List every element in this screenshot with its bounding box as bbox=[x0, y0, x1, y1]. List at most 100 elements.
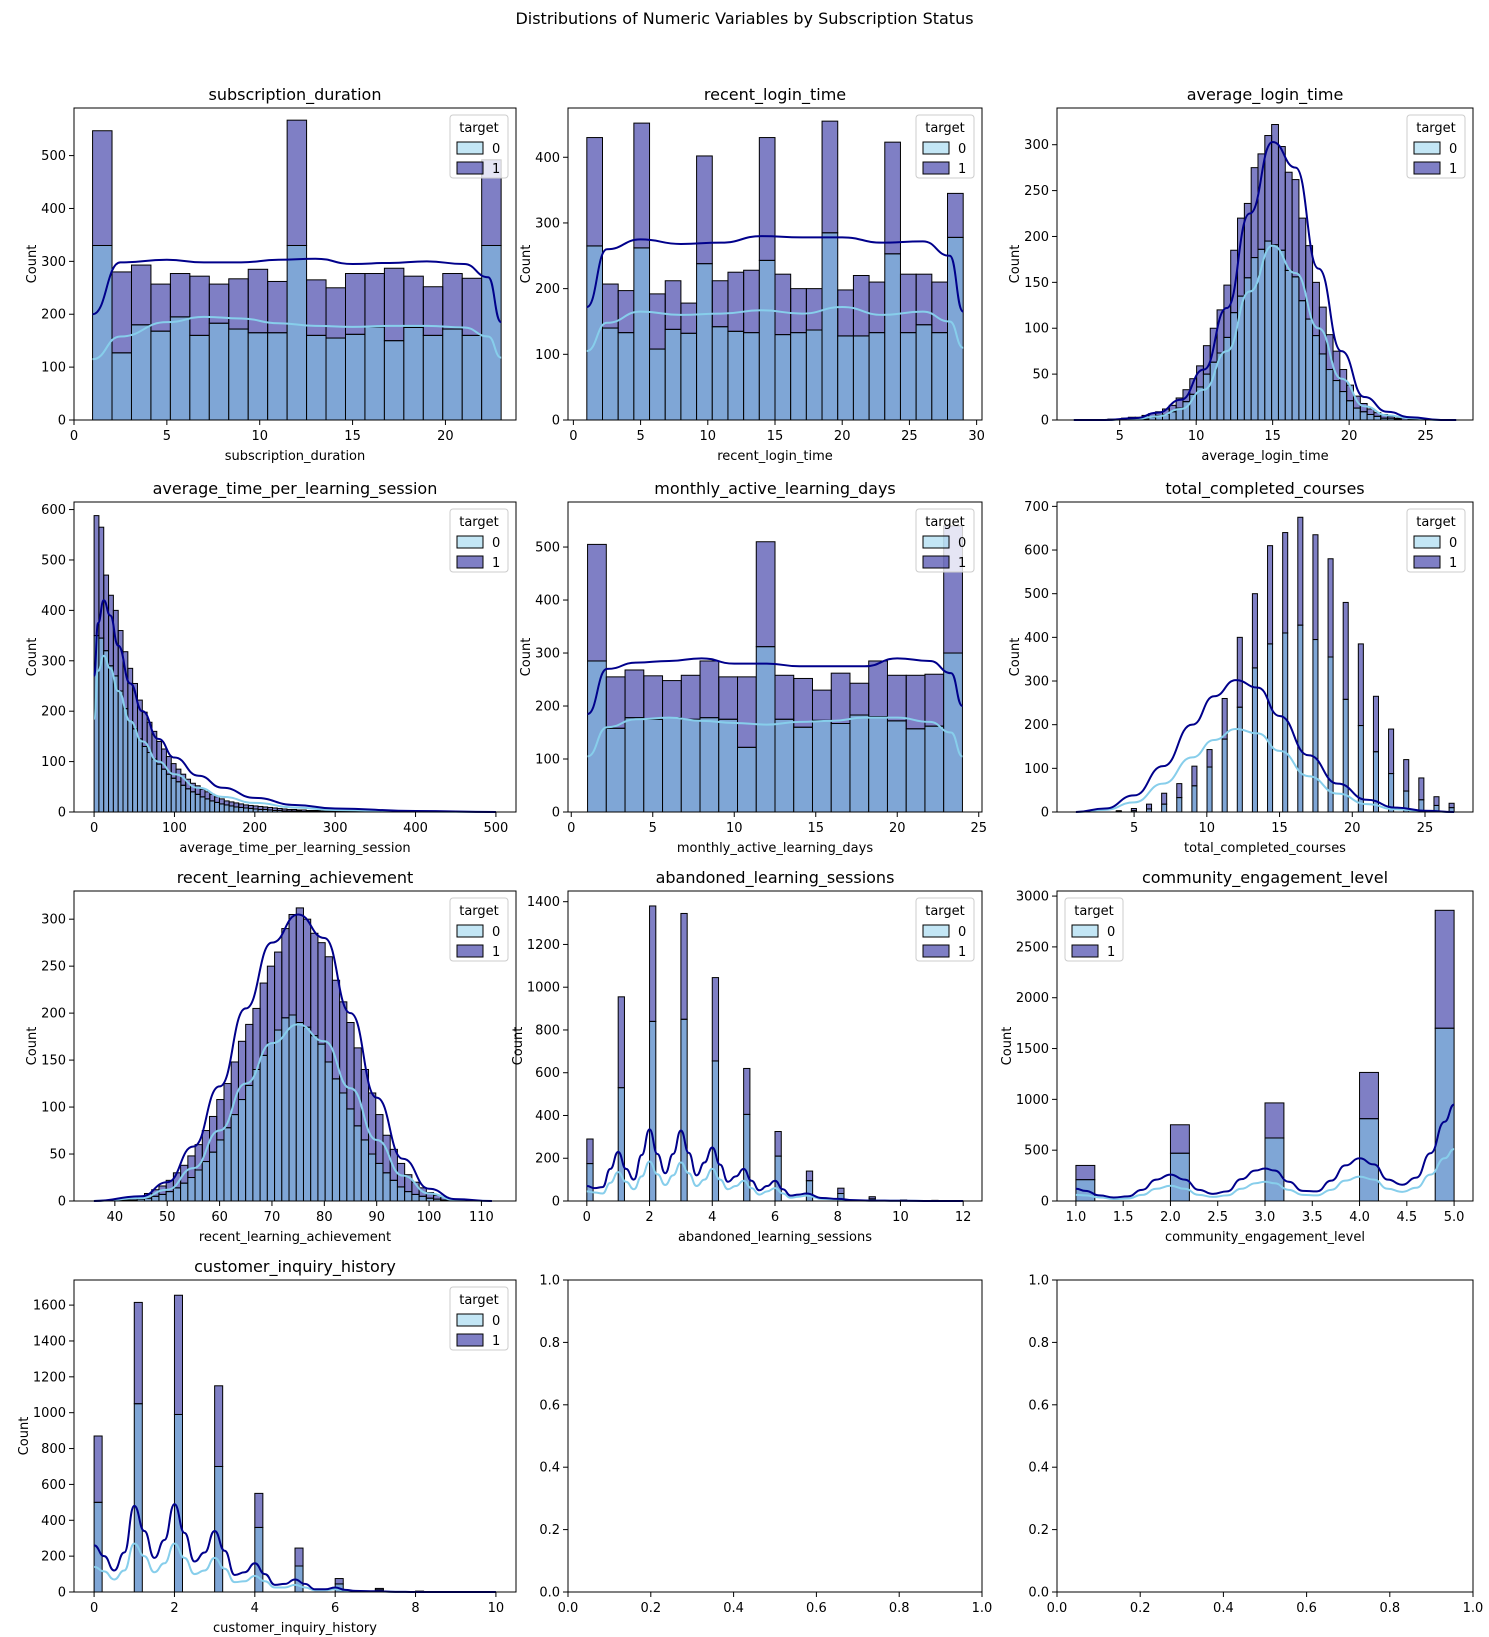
x-tick-label: 30 bbox=[968, 429, 985, 444]
bar-target1 bbox=[331, 979, 341, 1080]
bar-target1 bbox=[199, 788, 206, 798]
bar-target0 bbox=[346, 1108, 355, 1202]
bar-target1 bbox=[624, 669, 645, 719]
x-tick-label: 10 bbox=[488, 1601, 505, 1616]
y-tick-label: 0 bbox=[1041, 806, 1049, 821]
bar-target1 bbox=[127, 667, 134, 722]
bar-target1 bbox=[339, 1001, 348, 1094]
legend: target 0 1 bbox=[1064, 897, 1124, 962]
bar-target1 bbox=[281, 928, 290, 1019]
legend-swatch-target1 bbox=[922, 944, 950, 958]
bar-target0 bbox=[218, 803, 225, 813]
bar-target1 bbox=[758, 137, 776, 261]
bar-target0 bbox=[1282, 632, 1289, 813]
legend-label-target1: 1 bbox=[1449, 162, 1457, 177]
legend: target 0 1 bbox=[449, 897, 509, 962]
bar-target1 bbox=[237, 1040, 247, 1101]
kde-line-target0 bbox=[93, 1023, 492, 1202]
x-tick-label: 200 bbox=[242, 821, 267, 836]
y-tick-label: 600 bbox=[1024, 544, 1049, 559]
bar-target0 bbox=[156, 763, 163, 813]
x-tick-label: 0.8 bbox=[1379, 1601, 1400, 1616]
legend-title: target bbox=[1074, 904, 1114, 919]
bar-target0 bbox=[680, 1018, 688, 1202]
x-tick-label: 5 bbox=[649, 821, 657, 836]
subplot-1: 0 5 10 15 200100200300400500subscription_dur… bbox=[25, 85, 517, 464]
bar-target0 bbox=[1325, 369, 1334, 421]
axes-frame bbox=[73, 501, 517, 813]
bar-target1 bbox=[849, 682, 870, 716]
y-tick-label: 0.0 bbox=[1028, 1586, 1049, 1601]
bar-target1 bbox=[403, 275, 424, 328]
bar-target0 bbox=[127, 720, 134, 813]
x-tick-label: 1.0 bbox=[1066, 1210, 1087, 1225]
bar-target1 bbox=[774, 1131, 782, 1157]
bar-target1 bbox=[364, 273, 385, 328]
legend-swatch-target0 bbox=[456, 924, 484, 938]
subplot-title: average_time_per_learning_session bbox=[153, 479, 438, 499]
kde-line-target1 bbox=[93, 913, 492, 1202]
bar-target0 bbox=[310, 1035, 319, 1202]
legend-label-target0: 0 bbox=[1449, 536, 1457, 551]
x-tick-label: 5 bbox=[636, 429, 644, 444]
bar-target0 bbox=[1191, 785, 1198, 813]
bar-target1 bbox=[1146, 803, 1153, 810]
bar-target0 bbox=[151, 1195, 160, 1202]
bar-target1 bbox=[368, 1092, 377, 1155]
x-tick-label: 0 bbox=[583, 1210, 591, 1225]
y-tick-label: 0.2 bbox=[539, 1523, 560, 1538]
y-tick-label: 50 bbox=[49, 1148, 66, 1163]
x-tick-label: 10 bbox=[1199, 821, 1216, 836]
x-axis-label: community_engagement_level bbox=[1165, 1230, 1365, 1245]
bar-target0 bbox=[1169, 1152, 1190, 1202]
x-tick-label: 25 bbox=[901, 429, 918, 444]
bar-target0 bbox=[411, 1193, 420, 1202]
bar-target0 bbox=[169, 316, 191, 421]
y-tick-label: 300 bbox=[1024, 138, 1049, 153]
figure-suptitle: Distributions of Numeric Variables by Su… bbox=[515, 9, 973, 28]
bar-target1 bbox=[649, 905, 657, 1022]
subplot-title: community_engagement_level bbox=[1142, 868, 1388, 888]
bar-target1 bbox=[291, 808, 298, 812]
bar-target1 bbox=[247, 804, 254, 809]
bar-target0 bbox=[243, 807, 249, 813]
x-tick-label: 10 bbox=[1188, 429, 1205, 444]
legend-label-target0: 0 bbox=[1107, 925, 1115, 940]
bar-target0 bbox=[146, 752, 153, 813]
bar-target1 bbox=[257, 805, 264, 810]
bar-target0 bbox=[899, 332, 917, 421]
bar-target1 bbox=[442, 273, 463, 330]
bar-target0 bbox=[727, 330, 745, 421]
legend-swatch-target0 bbox=[922, 924, 950, 938]
bar-target0 bbox=[1312, 335, 1320, 421]
x-tick-label: 100 bbox=[417, 1210, 442, 1225]
bar-target0 bbox=[165, 1191, 174, 1202]
legend-title: target bbox=[925, 515, 965, 530]
bar-target0 bbox=[1297, 624, 1304, 813]
bar-target1 bbox=[790, 288, 807, 334]
bar-target0 bbox=[680, 718, 701, 813]
x-tick-label: 500 bbox=[483, 821, 508, 836]
y-tick-label: 0 bbox=[58, 414, 66, 429]
y-tick-label: 500 bbox=[1024, 587, 1049, 602]
subplot-title: abandoned_learning_sessions bbox=[656, 868, 895, 888]
bar-target0 bbox=[605, 727, 626, 813]
kde-line-target1 bbox=[93, 599, 496, 813]
legend-label-target0: 0 bbox=[492, 142, 500, 157]
bar-target0 bbox=[931, 332, 949, 421]
y-tick-label: 200 bbox=[1024, 230, 1049, 245]
bar-target0 bbox=[204, 798, 211, 813]
y-axis-label: Count bbox=[1000, 1027, 1015, 1066]
bar-target1 bbox=[1282, 532, 1289, 634]
bar-target0 bbox=[830, 723, 851, 813]
y-tick-label: 250 bbox=[1024, 184, 1049, 199]
bar-target0 bbox=[214, 1465, 224, 1593]
bar-target0 bbox=[259, 1054, 268, 1202]
kde-line-target1 bbox=[1073, 140, 1457, 422]
bar-target1 bbox=[821, 120, 839, 234]
bar-target0 bbox=[245, 1084, 254, 1202]
legend-swatch-target1 bbox=[1413, 555, 1441, 569]
bar-target1 bbox=[344, 273, 366, 335]
y-tick-label: 1500 bbox=[1016, 1042, 1049, 1057]
